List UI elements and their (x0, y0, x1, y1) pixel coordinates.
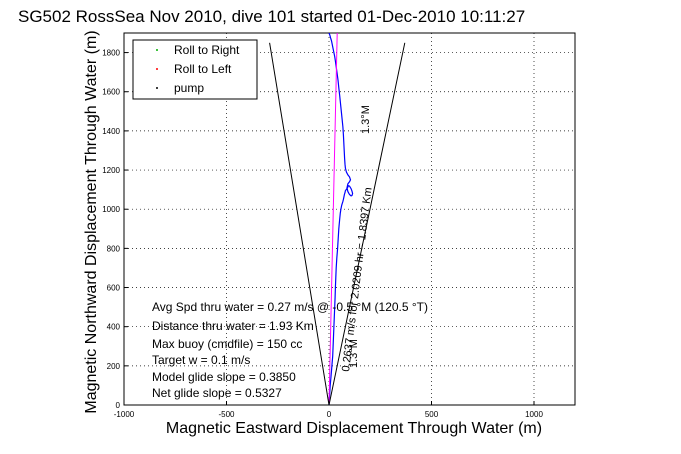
annotation-heading-top: 1.3°M (360, 105, 372, 134)
x-tick-label-2: 0 (327, 410, 332, 419)
x-tick-label-0: -1000 (114, 410, 135, 419)
y-tick-label-1: 200 (107, 362, 121, 371)
x-tick-label-3: 500 (425, 410, 439, 419)
annotation-max-buoy: Max buoy (cmdfile) = 150 cc (152, 337, 302, 351)
legend: Roll to Right Roll to Left pump (132, 39, 258, 100)
annotation-avg-speed: Avg Spd thru water = 0.27 m/s @ -0.5 °M … (152, 300, 428, 314)
y-tick-label-6: 1200 (102, 166, 120, 175)
y-tick-label-2: 400 (107, 323, 121, 332)
tick-labels: -1000 -500 0 500 1000 0 200 400 600 800 1000 1200 14… (102, 49, 543, 419)
grid (123, 33, 575, 406)
annotation-heading-bottom: 1.3°M (348, 339, 360, 368)
annotation-distance: Distance thru water = 1.93 Km (152, 319, 314, 333)
series-group (269, 33, 406, 405)
chart-title: SG502 RossSea Nov 2010, dive 101 started… (18, 7, 525, 26)
annotation-target-w: Target w = 0.1 m/s (152, 353, 250, 367)
y-tick-label-8: 1600 (102, 88, 120, 97)
annotations: Avg Spd thru water = 0.27 m/s @ -0.5 °M … (152, 105, 428, 400)
y-tick-label-7: 1400 (102, 127, 120, 136)
y-tick-label-9: 1800 (102, 49, 120, 58)
series-line-track (328, 33, 354, 405)
series-line-straight (328, 33, 338, 405)
y-tick-label-5: 1000 (102, 205, 120, 214)
y-tick-label-0: 0 (116, 401, 121, 410)
legend-label-roll-right: Roll to Right (174, 43, 240, 57)
x-tick-label-1: -500 (218, 410, 235, 419)
x-tick-label-4: 1000 (525, 410, 543, 419)
legend-marker-roll-left (156, 68, 158, 70)
annotation-net-glide: Net glide slope = 0.5327 (152, 386, 282, 400)
y-tick-label-3: 600 (107, 284, 121, 293)
legend-marker-roll-right (156, 49, 158, 51)
legend-box (132, 39, 258, 100)
annotation-model-glide: Model glide slope = 0.3850 (152, 370, 296, 384)
y-tick-label-4: 800 (107, 244, 121, 253)
y-axis-label: Magnetic Northward Displacement Through … (83, 30, 100, 413)
legend-label-roll-left: Roll to Left (174, 62, 232, 76)
legend-marker-pump (156, 87, 158, 89)
x-axis-label: Magnetic Eastward Displacement Through W… (166, 420, 542, 437)
series-line-cone (269, 42, 406, 405)
legend-label-pump: pump (174, 81, 204, 95)
